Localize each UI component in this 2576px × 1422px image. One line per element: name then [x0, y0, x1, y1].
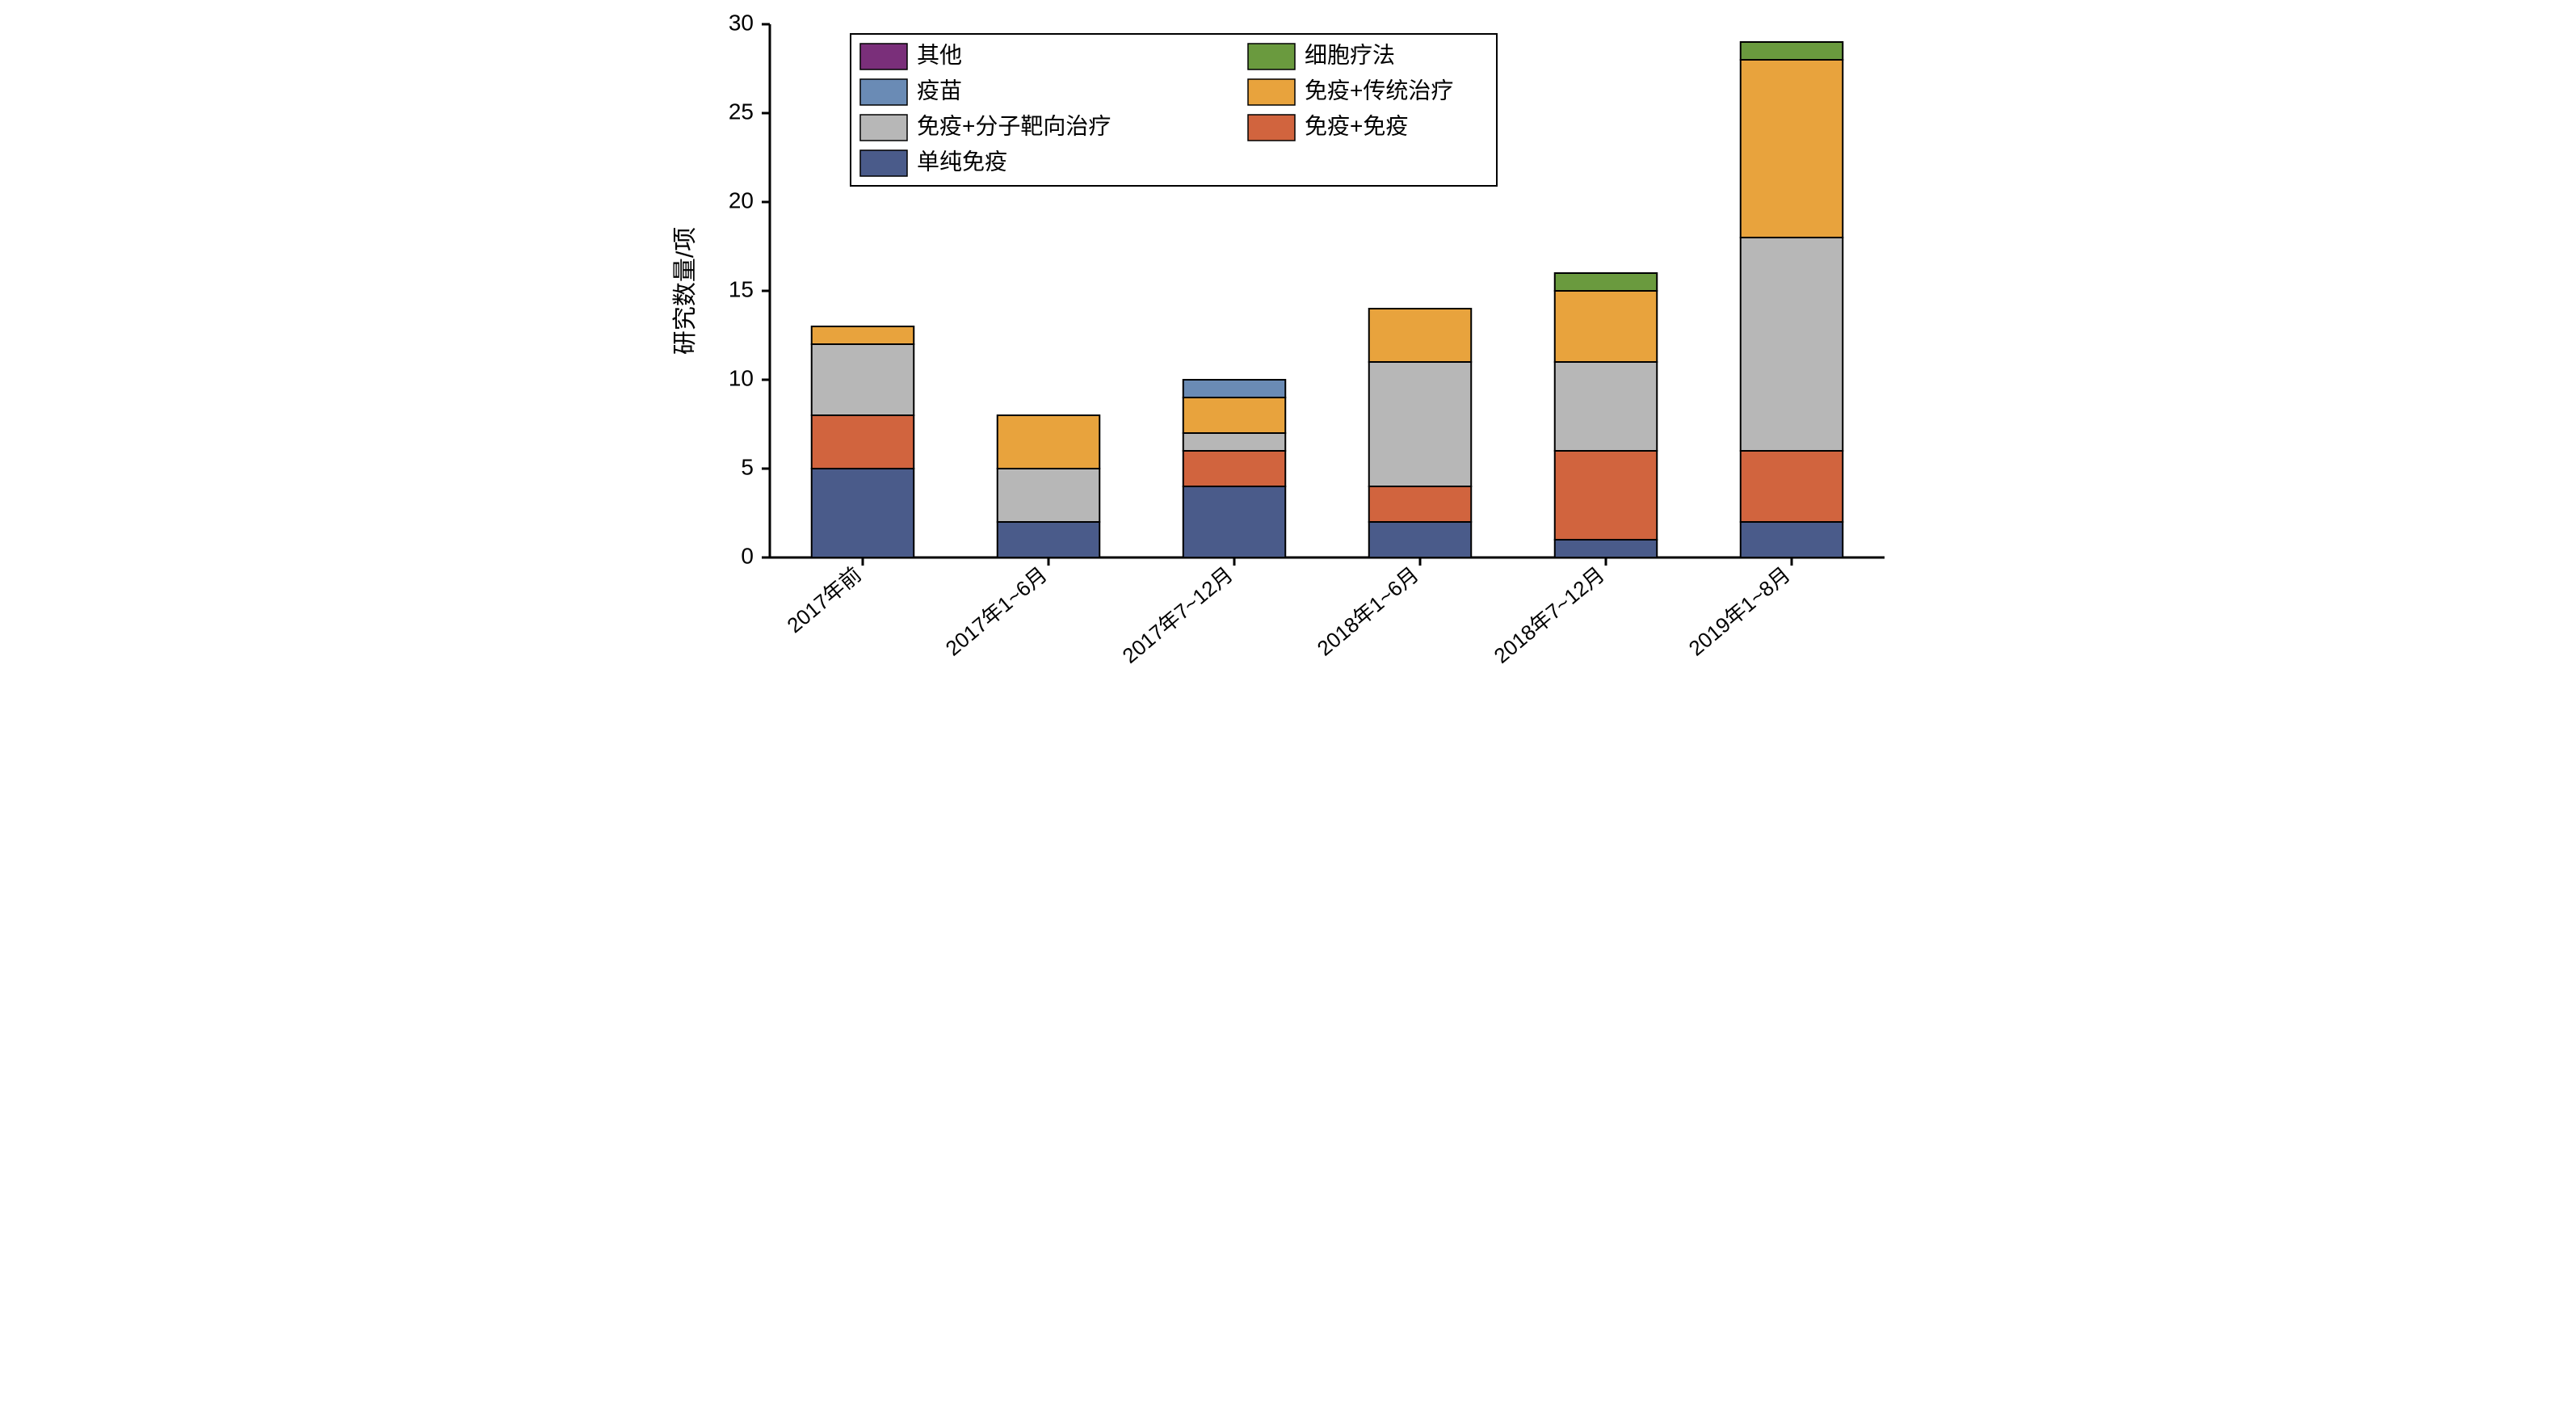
bar-segment: [1368, 362, 1471, 486]
legend-label: 免疫+分子靶向治疗: [917, 113, 1111, 138]
y-tick-label: 5: [741, 454, 754, 479]
legend-swatch: [1248, 44, 1295, 69]
bar-segment: [1554, 451, 1657, 540]
bar-segment: [1554, 273, 1657, 291]
legend-label: 单纯免疫: [917, 149, 1007, 174]
y-axis-label: 研究数量/项: [672, 227, 699, 355]
bar-segment: [1183, 380, 1285, 398]
bar-segment: [811, 415, 914, 469]
legend-swatch: [860, 44, 907, 69]
bar-segment: [1554, 291, 1657, 362]
bar-segment: [1554, 362, 1657, 451]
bar-segment: [997, 469, 1099, 522]
y-tick-label: 20: [728, 187, 753, 212]
bar-segment: [1368, 522, 1471, 557]
bar-segment: [811, 326, 914, 344]
legend-label: 免疫+免疫: [1305, 113, 1408, 138]
y-tick-label: 25: [728, 99, 753, 124]
bar-segment: [1183, 398, 1285, 433]
legend-swatch: [1248, 115, 1295, 141]
bar-segment: [997, 522, 1099, 557]
bar-segment: [1740, 522, 1843, 557]
bar-segment: [1368, 309, 1471, 362]
legend-label: 疫苗: [917, 78, 962, 103]
bar-segment: [1740, 60, 1843, 238]
legend-swatch: [860, 79, 907, 105]
y-tick-label: 10: [728, 365, 753, 390]
bar-segment: [1740, 451, 1843, 522]
y-tick-label: 0: [741, 543, 754, 568]
legend-swatch: [860, 150, 907, 176]
bar-segment: [811, 344, 914, 415]
stacked-bar-chart: 051015202530研究数量/项2017年前2017年1~6月2017年7~…: [645, 0, 1932, 711]
bar-segment: [1183, 451, 1285, 486]
legend-swatch: [1248, 79, 1295, 105]
bar-segment: [811, 469, 914, 557]
legend-label: 细胞疗法: [1305, 42, 1395, 67]
bar-segment: [1740, 238, 1843, 451]
chart-container: 051015202530研究数量/项2017年前2017年1~6月2017年7~…: [645, 0, 1932, 711]
bar-segment: [1740, 42, 1843, 60]
legend-label: 免疫+传统治疗: [1305, 78, 1453, 103]
y-tick-label: 15: [728, 276, 753, 301]
legend-label: 其他: [917, 42, 962, 67]
bar-segment: [1368, 486, 1471, 522]
bar-segment: [997, 415, 1099, 469]
bar-segment: [1554, 540, 1657, 557]
bar-segment: [1183, 486, 1285, 557]
y-tick-label: 30: [728, 10, 753, 35]
legend-swatch: [860, 115, 907, 141]
bar-segment: [1183, 433, 1285, 451]
